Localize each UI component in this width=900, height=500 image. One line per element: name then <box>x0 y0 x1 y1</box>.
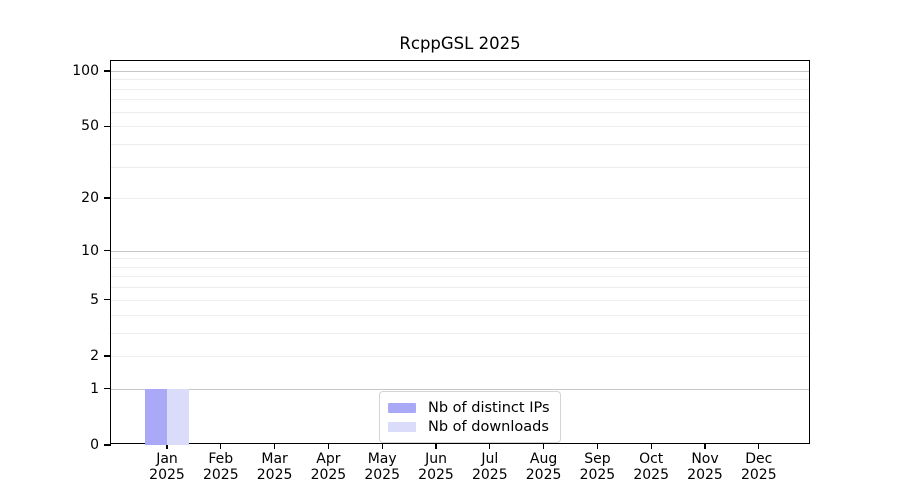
y-axis-tick <box>104 70 111 72</box>
x-axis-tick <box>758 443 760 449</box>
x-axis-tick <box>327 443 330 449</box>
gridline-major <box>111 250 809 252</box>
plot-area: Nb of distinct IPs Nb of downloads 0 1 2 5 1… <box>72 60 810 482</box>
x-axis-tick <box>435 443 437 449</box>
y-axis-tick-label: 1 <box>90 380 99 397</box>
x-axis-tick-year: 2025 <box>471 466 508 483</box>
bar-downloads <box>167 388 189 445</box>
y-axis-tick <box>104 444 111 446</box>
y-axis-tick-label: 20 <box>81 190 99 207</box>
x-axis-tick-label: Aug 2025 <box>514 451 574 483</box>
x-axis-tick <box>704 443 706 449</box>
x-axis-tick-year: 2025 <box>364 466 400 483</box>
y-axis-tick-label: 5 <box>90 291 99 308</box>
x-axis-tick-label: Sep 2025 <box>567 451 627 483</box>
x-axis-tick-year: 2025 <box>579 466 616 483</box>
x-axis-tick-label: Jun 2025 <box>406 451 466 483</box>
gridline-minor <box>111 79 809 81</box>
gridline-minor <box>111 198 809 200</box>
gridline-minor <box>111 276 809 278</box>
x-axis-tick-year: 2025 <box>418 466 454 483</box>
x-axis-tick <box>489 443 491 449</box>
y-axis-tick <box>104 299 111 301</box>
x-axis-tick-label: Nov 2025 <box>675 451 735 483</box>
x-axis-tick-label: May 2025 <box>352 451 412 483</box>
gridline-minor <box>111 126 809 128</box>
legend-item-distinct-ips: Nb of distinct IPs <box>388 398 550 417</box>
gridline-major <box>111 388 809 390</box>
x-axis-tick-year: 2025 <box>633 466 669 483</box>
legend: Nb of distinct IPs Nb of downloads <box>379 391 561 443</box>
x-axis-tick-year: 2025 <box>256 466 293 483</box>
x-axis-tick-year: 2025 <box>687 466 723 483</box>
y-axis-tick <box>104 388 111 390</box>
gridline-minor <box>111 258 809 260</box>
x-axis-tick <box>596 443 599 449</box>
x-axis-tick <box>166 443 168 449</box>
gridline-minor <box>111 143 809 145</box>
legend-label-distinct-ips: Nb of distinct IPs <box>428 399 550 416</box>
x-axis-tick-label: Jan 2025 <box>137 451 197 483</box>
y-axis-tick <box>104 249 111 252</box>
y-axis-tick-label: 100 <box>72 62 99 79</box>
y-axis-tick-label: 50 <box>81 118 99 135</box>
gridline-minor <box>111 299 809 301</box>
gridline-major <box>111 70 809 72</box>
x-axis-tick <box>650 443 652 449</box>
x-axis-tick <box>542 443 545 449</box>
x-axis-tick-label: Jul 2025 <box>460 451 520 483</box>
x-axis-tick-year: 2025 <box>525 466 562 483</box>
y-axis-tick <box>104 197 111 199</box>
legend-item-downloads: Nb of downloads <box>388 417 550 436</box>
x-axis-tick-label: Dec 2025 <box>729 451 789 483</box>
y-axis-tick-label: 0 <box>90 437 99 453</box>
gridline-minor <box>111 266 809 268</box>
y-axis-tick <box>104 125 111 127</box>
gridline-minor <box>111 314 809 316</box>
gridline-minor <box>111 355 809 357</box>
x-axis-tick-year: 2025 <box>740 466 777 483</box>
x-axis-tick <box>273 443 276 449</box>
legend-swatch-distinct-ips <box>388 402 416 413</box>
chart-title: RcppGSL 2025 <box>399 34 521 53</box>
y-axis-tick-label: 2 <box>90 347 99 364</box>
x-axis-tick-year: 2025 <box>202 466 239 483</box>
gridline-minor <box>111 88 809 90</box>
y-axis-tick <box>104 355 111 357</box>
x-axis-tick <box>381 443 383 449</box>
x-axis-tick-year: 2025 <box>310 466 347 483</box>
gridline-minor <box>111 99 809 101</box>
gridline-minor <box>111 111 809 113</box>
x-axis-tick-label: Feb 2025 <box>191 451 251 483</box>
legend-label-downloads: Nb of downloads <box>428 418 549 435</box>
x-axis-tick-label: Apr 2025 <box>298 451 358 483</box>
x-axis-tick-year: 2025 <box>149 466 185 483</box>
x-axis-tick <box>220 443 222 449</box>
bar-distinct-ips <box>145 388 167 445</box>
legend-swatch-downloads <box>388 421 416 432</box>
gridline-minor <box>111 166 809 168</box>
gridline-minor <box>111 332 809 334</box>
x-axis-tick-label: Mar 2025 <box>245 451 305 483</box>
x-axis-tick-label: Oct 2025 <box>621 451 681 483</box>
gridline-minor <box>111 287 809 289</box>
y-axis-tick-label: 10 <box>81 242 99 259</box>
